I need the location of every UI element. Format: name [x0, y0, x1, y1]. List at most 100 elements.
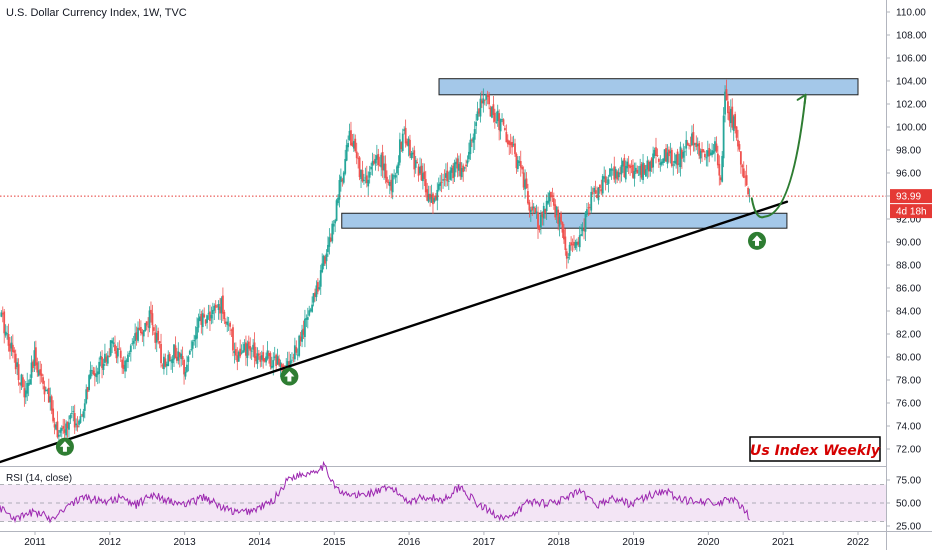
candle-body: [299, 336, 302, 342]
candle-body: [404, 127, 407, 144]
candle-body: [347, 143, 349, 148]
candle-body: [479, 98, 482, 117]
candle-body: [79, 416, 82, 423]
candle-body: [39, 369, 42, 375]
candle-body: [332, 223, 335, 227]
candle-body: [193, 339, 196, 342]
candle-body: [475, 122, 478, 127]
candle-body: [63, 429, 66, 433]
rsi-panel[interactable]: 75.00 50.00 25.00: [0, 460, 921, 533]
candle-body: [178, 352, 181, 358]
candle-body: [528, 202, 531, 211]
candle-body: [270, 365, 273, 368]
time-tick-label: 2019: [622, 537, 645, 548]
candle-body: [171, 358, 174, 364]
candle-body: [642, 162, 644, 181]
candle-body: [493, 112, 496, 122]
candle-body: [544, 209, 547, 214]
candle-body: [669, 151, 672, 154]
candle-body: [70, 413, 73, 414]
candle-body: [81, 414, 83, 416]
candle-body: [593, 187, 596, 192]
candle-body: [112, 342, 115, 344]
candle-body: [357, 158, 360, 160]
candle-body: [72, 411, 75, 412]
candle-body: [105, 356, 108, 362]
candle-body: [95, 373, 98, 378]
candle-body: [573, 241, 575, 246]
price-tick-label: 82.00: [896, 330, 921, 341]
time-tick-label: 2020: [697, 537, 720, 548]
candle-body: [534, 207, 537, 213]
candle-body: [532, 206, 535, 209]
candle-body: [233, 351, 236, 354]
candle-body: [142, 330, 145, 337]
candle-body: [377, 153, 380, 166]
candle-body: [227, 324, 230, 326]
candle-body: [563, 229, 565, 240]
candle-body: [682, 151, 685, 158]
price-tick-label: 96.00: [896, 169, 921, 180]
candle-body: [23, 388, 26, 398]
candle-body: [391, 174, 394, 193]
time-axis[interactable]: 2011 2012 2013 2014 2015 2016 2017 2018 2019 2020…: [24, 531, 870, 548]
candle-body: [327, 244, 329, 253]
support-zone[interactable]: [341, 212, 788, 229]
candle-body: [52, 408, 55, 422]
candle-body: [344, 158, 347, 174]
candle-body: [339, 176, 342, 183]
candle-body: [116, 348, 119, 357]
price-axis[interactable]: 72.00 74.00 76.00 78.00 80.00 82.00 84.00 86.00…: [886, 0, 927, 550]
candle-body: [312, 293, 315, 303]
candle-body: [741, 165, 744, 168]
up-arrow-icon: [280, 367, 299, 386]
candle-body: [211, 309, 214, 315]
candle-body: [40, 373, 43, 377]
candle-body: [463, 167, 466, 169]
candle-body: [263, 358, 266, 362]
candle-body: [201, 313, 204, 328]
candle-body: [527, 191, 529, 204]
candle-body: [144, 323, 147, 331]
time-tick-label: 2014: [248, 537, 271, 548]
candle-body: [450, 167, 453, 173]
candle-body: [711, 150, 714, 155]
candle-body: [59, 429, 62, 433]
candle-body: [383, 163, 385, 171]
resistance-zone[interactable]: [438, 78, 859, 96]
candle-body: [68, 422, 70, 430]
candle-body: [53, 424, 56, 428]
candle-body: [637, 174, 640, 176]
candle-body: [37, 370, 40, 376]
candle-body: [168, 354, 171, 362]
countdown-tag-bg: [890, 204, 932, 219]
candle-body: [122, 364, 125, 369]
candle-body: [446, 170, 449, 182]
candle-body: [657, 158, 660, 162]
candle-body: [275, 354, 278, 366]
candle-body: [653, 149, 656, 156]
candle-body: [486, 94, 489, 97]
ascending-trendline[interactable]: [0, 200, 789, 464]
candle-body: [509, 142, 512, 146]
candle-body: [580, 234, 583, 236]
candle-body: [132, 340, 135, 344]
price-tag-bg: [890, 189, 932, 204]
candle-body: [321, 263, 324, 273]
candle-body: [495, 121, 498, 123]
candle-body: [440, 181, 443, 183]
trendline-layer[interactable]: [0, 195, 886, 464]
candle-body: [115, 351, 118, 359]
candle-body: [560, 213, 562, 223]
candle-body: [253, 342, 256, 358]
candle-body: [209, 311, 211, 321]
candle-body: [29, 379, 32, 385]
candle-body: [164, 358, 167, 367]
support-resistance-zones[interactable]: [341, 78, 859, 229]
candle-body: [315, 285, 318, 298]
candle-body: [272, 360, 275, 368]
candle-body: [170, 360, 173, 362]
candle-body: [665, 148, 667, 162]
candle-body: [430, 194, 433, 203]
